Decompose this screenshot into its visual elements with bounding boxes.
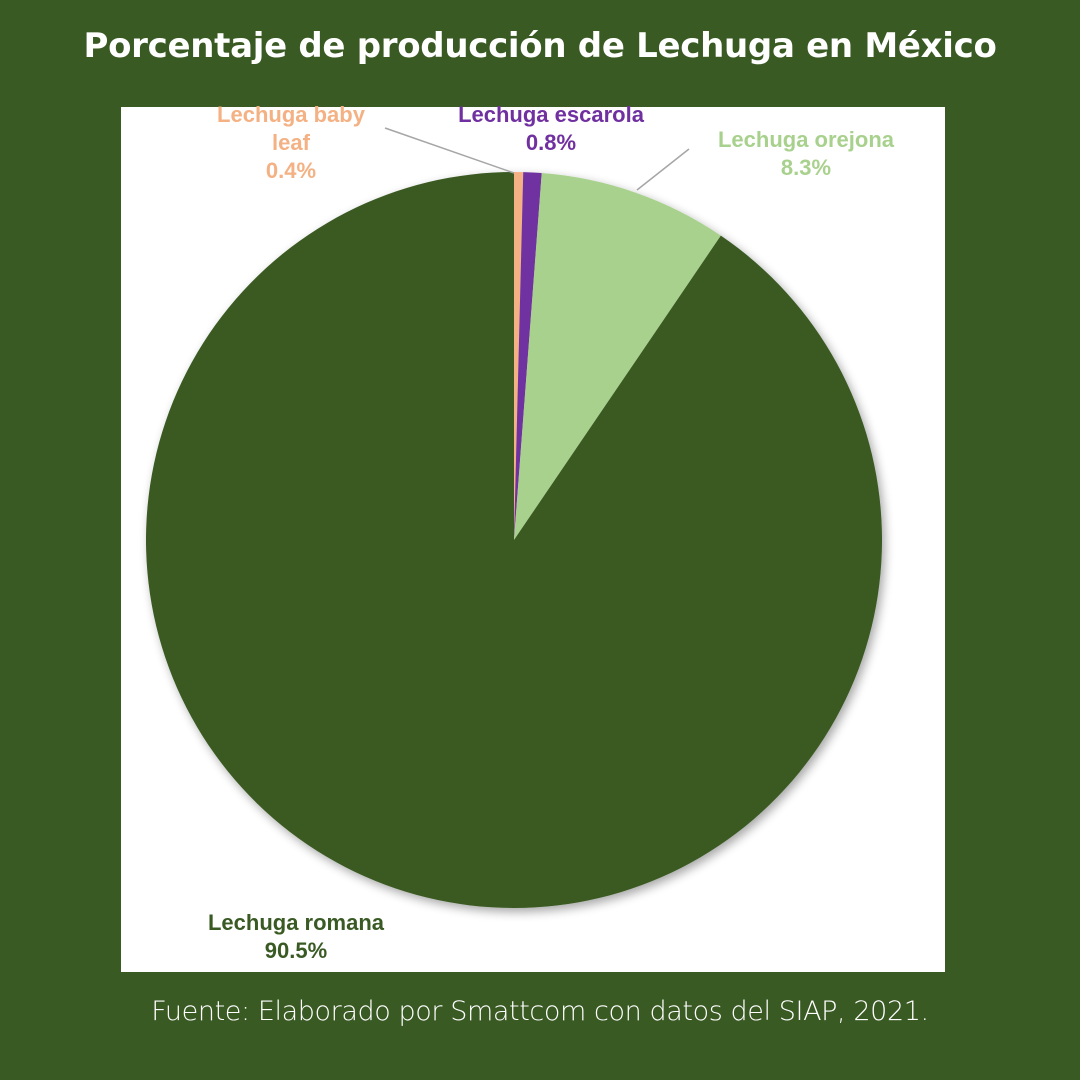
label-orejona: Lechuga orejona 8.3% xyxy=(681,126,931,182)
label-baby-leaf-name-2: leaf xyxy=(272,130,310,155)
label-baby-leaf-name-1: Lechuga baby xyxy=(217,102,365,127)
leader-line-baby-leaf xyxy=(384,127,515,174)
label-escarola-value: 0.8% xyxy=(525,130,577,155)
slice-romana xyxy=(146,172,883,908)
label-orejona-value: 8.3% xyxy=(780,155,832,180)
label-romana: Lechuga romana 90.5% xyxy=(171,909,421,965)
leader-line-orejona xyxy=(636,148,690,191)
chart-panel: Lechuga baby leaf 0.4% Lechuga escarola … xyxy=(121,102,945,972)
chart-title: Porcentaje de producción de Lechuga en M… xyxy=(83,26,997,66)
label-orejona-name: Lechuga orejona xyxy=(717,127,895,152)
slice-orejona xyxy=(514,173,721,540)
label-romana-value: 90.5% xyxy=(264,938,328,963)
slice-baby-leaf xyxy=(514,172,524,540)
label-baby-leaf: Lechuga baby leaf 0.4% xyxy=(191,101,391,185)
slice-escarola xyxy=(514,172,542,540)
label-romana-name: Lechuga romana xyxy=(207,910,385,935)
pie-chart xyxy=(146,127,883,908)
label-baby-leaf-value: 0.4% xyxy=(265,158,317,183)
label-escarola-name: Lechuga escarola xyxy=(458,102,644,127)
source-note: Fuente: Elaborado por Smattcom con datos… xyxy=(151,996,929,1027)
label-escarola: Lechuga escarola 0.8% xyxy=(421,101,681,157)
